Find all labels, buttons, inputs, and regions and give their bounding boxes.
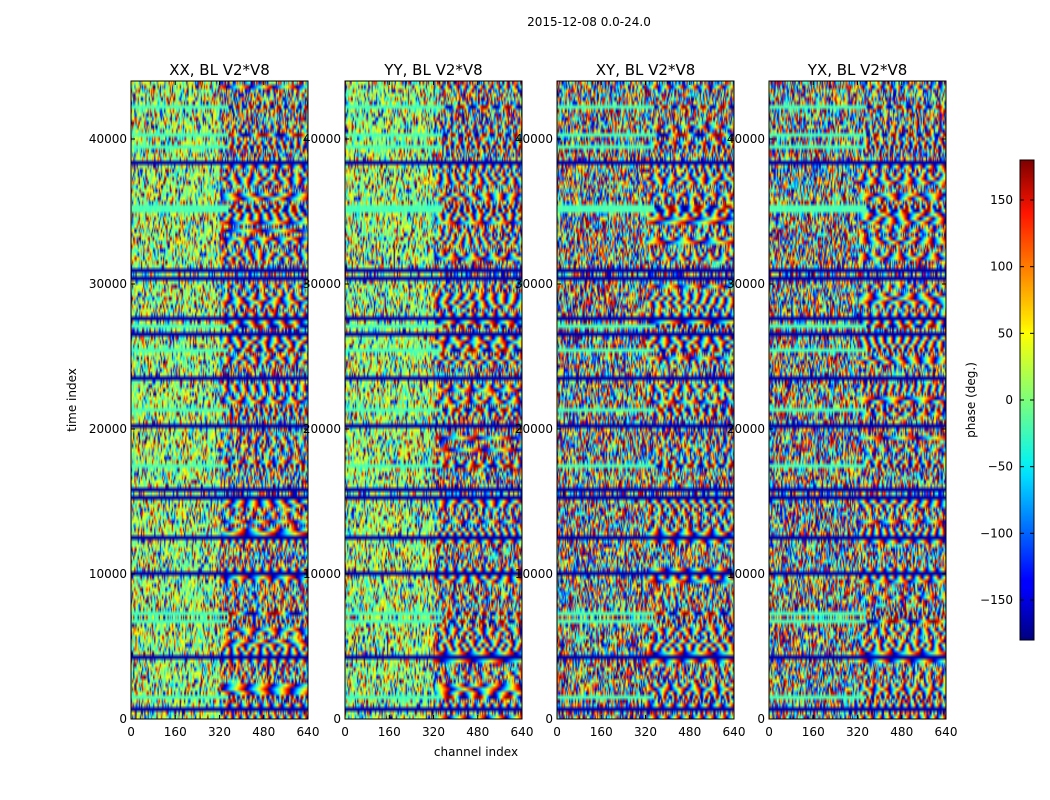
y-tick-label: 20000 [303,422,341,436]
colorbar-tick-label: −50 [988,460,1013,474]
x-tick-label: 640 [935,725,958,739]
colorbar-tick-label: 50 [998,326,1013,340]
panel-3: XY, BL V2*V8 0 160 320 480 640 0 10000 20000 3000… [515,61,746,739]
x-tick-label: 320 [846,725,869,739]
x-tick-label: 0 [765,725,773,739]
y-tick-label: 40000 [89,132,127,146]
y-axis-label: time index [65,368,79,432]
colorbar-tick-label: 150 [990,193,1013,207]
y-tick-label: 20000 [515,422,553,436]
x-tick-label: 0 [553,725,561,739]
phase-heatmap [769,81,946,719]
x-tick-label: 160 [378,725,401,739]
y-tick-label: 0 [757,712,765,726]
y-tick-label: 30000 [515,277,553,291]
y-tick-label: 40000 [303,132,341,146]
x-tick-label: 480 [252,725,275,739]
x-tick-label: 320 [208,725,231,739]
x-tick-label: 0 [127,725,135,739]
panel-title: XX, BL V2*V8 [169,61,270,79]
y-tick-label: 20000 [89,422,127,436]
y-tick-label: 0 [119,712,127,726]
y-tick-label: 10000 [89,567,127,581]
panel-1: XX, BL V2*V8 0 160 320 480 640 0 10000 20000 3000… [89,61,320,739]
y-tick-label: 0 [333,712,341,726]
colorbar: 150 100 50 0 −50 −100 −150 phase (deg.) [964,159,1035,641]
colorbar-tick-label: 0 [1005,393,1013,407]
x-tick-label: 320 [634,725,657,739]
x-tick-label: 640 [511,725,534,739]
colorbar-tick-label: −150 [980,593,1013,607]
x-tick-label: 480 [890,725,913,739]
y-tick-label: 40000 [727,132,765,146]
x-tick-label: 320 [422,725,445,739]
figure-title: 2015-12-08 0.0-24.0 [527,15,651,29]
x-tick-label: 160 [590,725,613,739]
x-tick-label: 480 [466,725,489,739]
panel-4: YX, BL V2*V8 0 160 320 480 640 0 10000 20000 3000… [727,61,958,739]
y-tick-label: 30000 [303,277,341,291]
x-tick-label: 160 [164,725,187,739]
x-tick-label: 640 [297,725,320,739]
y-tick-label: 30000 [727,277,765,291]
y-tick-label: 10000 [727,567,765,581]
x-tick-label: 480 [678,725,701,739]
panel-title: XY, BL V2*V8 [596,61,696,79]
phase-heatmap [557,81,734,719]
phase-heatmap [131,81,308,719]
x-tick-label: 0 [341,725,349,739]
x-axis-label: channel index [434,745,518,759]
x-tick-label: 160 [802,725,825,739]
panel-title: YX, BL V2*V8 [807,61,908,79]
y-tick-label: 10000 [303,567,341,581]
colorbar-tick-label: 100 [990,260,1013,274]
colorbar-label: phase (deg.) [964,362,978,438]
y-tick-label: 20000 [727,422,765,436]
y-tick-label: 0 [545,712,553,726]
panel-2: YY, BL V2*V8 0 160 320 480 640 0 10000 20000 3000… [303,61,534,739]
y-tick-label: 40000 [515,132,553,146]
y-tick-label: 30000 [89,277,127,291]
y-tick-label: 10000 [515,567,553,581]
panel-title: YY, BL V2*V8 [383,61,482,79]
colorbar-tick-label: −100 [980,526,1013,540]
phase-heatmap [345,81,522,719]
x-tick-label: 640 [723,725,746,739]
